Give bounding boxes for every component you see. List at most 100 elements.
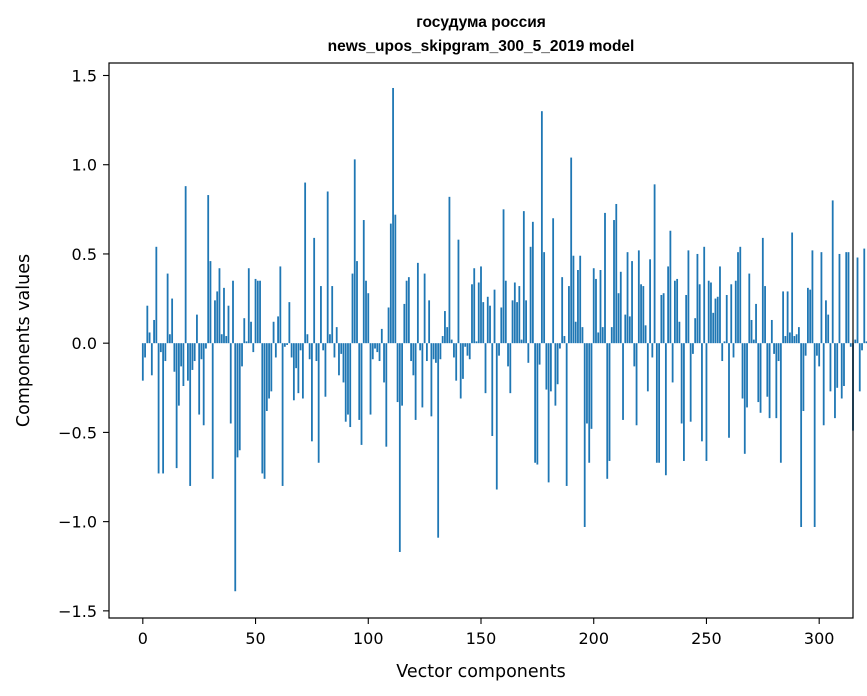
chart-title: госудума россия xyxy=(416,14,546,31)
bar-96 xyxy=(358,343,361,420)
bar-299 xyxy=(816,343,818,356)
bar-222 xyxy=(642,286,645,344)
bar-212 xyxy=(619,271,622,344)
bar-108 xyxy=(385,343,388,447)
bar-165 xyxy=(513,282,516,344)
bar-81 xyxy=(324,343,327,397)
bar-130 xyxy=(435,343,437,363)
bar-200 xyxy=(592,268,595,344)
bar-16 xyxy=(177,343,180,406)
bar-196 xyxy=(583,343,586,527)
bar-257 xyxy=(721,343,724,362)
bar-227 xyxy=(653,184,656,344)
bar-163 xyxy=(509,343,512,394)
bar-43 xyxy=(238,343,241,451)
y-tick-label: 1.5 xyxy=(72,66,97,85)
bar-256 xyxy=(719,266,721,344)
bar-2 xyxy=(146,305,149,344)
bar-153 xyxy=(486,296,489,344)
bar-290 xyxy=(795,334,798,344)
bar-181 xyxy=(549,343,552,392)
y-tick-label: 1.0 xyxy=(72,156,97,175)
bar-211 xyxy=(617,293,620,344)
bar-3 xyxy=(148,332,151,344)
bar-40 xyxy=(232,280,234,344)
bar-229 xyxy=(658,343,661,463)
bar-289 xyxy=(793,336,796,344)
bar-293 xyxy=(802,343,805,411)
bar-226 xyxy=(651,343,654,358)
bar-202 xyxy=(597,332,600,344)
bar-110 xyxy=(389,223,392,344)
bar-49 xyxy=(252,343,255,353)
bar-91 xyxy=(347,343,349,415)
bar-197 xyxy=(586,343,588,424)
bar-20 xyxy=(187,343,189,381)
bar-252 xyxy=(710,282,712,344)
bar-241 xyxy=(685,294,688,344)
bar-179 xyxy=(545,343,548,390)
bar-161 xyxy=(504,280,507,344)
bar-186 xyxy=(561,277,564,344)
bar-102 xyxy=(371,343,374,360)
bar-139 xyxy=(455,343,458,381)
bar-232 xyxy=(664,343,667,476)
bar-280 xyxy=(773,343,775,354)
bar-65 xyxy=(288,302,291,344)
bar-180 xyxy=(547,343,550,483)
bar-306 xyxy=(831,200,834,344)
bar-173 xyxy=(531,221,534,344)
bar-249 xyxy=(703,246,706,344)
bar-261 xyxy=(730,284,733,344)
bar-204 xyxy=(601,327,604,344)
y-tick-label: −1.5 xyxy=(58,602,97,621)
bar-248 xyxy=(701,343,703,442)
bar-26 xyxy=(200,343,203,360)
bar-38 xyxy=(227,305,230,344)
bar-309 xyxy=(838,253,841,344)
bar-109 xyxy=(387,307,390,344)
bar-282 xyxy=(777,343,780,362)
bar-34 xyxy=(218,268,221,344)
bar-12 xyxy=(168,334,171,344)
bar-189 xyxy=(568,286,570,344)
bar-151 xyxy=(482,302,485,344)
bar-24 xyxy=(196,314,198,344)
bar-8 xyxy=(159,343,162,353)
bar-228 xyxy=(655,343,658,463)
bar-36 xyxy=(223,287,225,344)
bar-217 xyxy=(631,261,633,344)
bar-287 xyxy=(788,332,791,344)
bar-80 xyxy=(322,343,325,351)
bar-304 xyxy=(827,314,830,344)
bar-192 xyxy=(574,321,577,344)
bar-104 xyxy=(376,343,379,353)
bar-94 xyxy=(353,159,356,344)
bar-1 xyxy=(144,343,146,358)
bar-35 xyxy=(220,334,223,344)
bar-61 xyxy=(279,266,282,344)
bar-195 xyxy=(581,327,584,344)
bar-21 xyxy=(189,343,192,486)
y-axis-ticks: −1.5 −1.0 −0.5 0.0 0.5 1.0 1.5 xyxy=(58,66,109,621)
bar-269 xyxy=(748,273,751,344)
bar-270 xyxy=(750,319,753,344)
bar-233 xyxy=(667,266,670,344)
bar-41 xyxy=(234,343,237,592)
bar-218 xyxy=(633,343,636,367)
bar-63 xyxy=(283,343,286,347)
bar-260 xyxy=(728,343,730,438)
bar-6 xyxy=(155,246,158,344)
bar-133 xyxy=(441,336,444,344)
x-axis-label: Vector components xyxy=(396,662,565,682)
bar-239 xyxy=(680,343,683,424)
x-tick-label: 200 xyxy=(578,629,609,648)
bar-30 xyxy=(209,261,212,344)
bar-13 xyxy=(171,298,174,344)
bar-242 xyxy=(687,250,690,344)
bar-198 xyxy=(588,343,591,463)
bar-311 xyxy=(843,343,845,387)
bar-317 xyxy=(856,257,859,344)
bar-95 xyxy=(356,261,358,344)
bar-127 xyxy=(428,300,431,344)
